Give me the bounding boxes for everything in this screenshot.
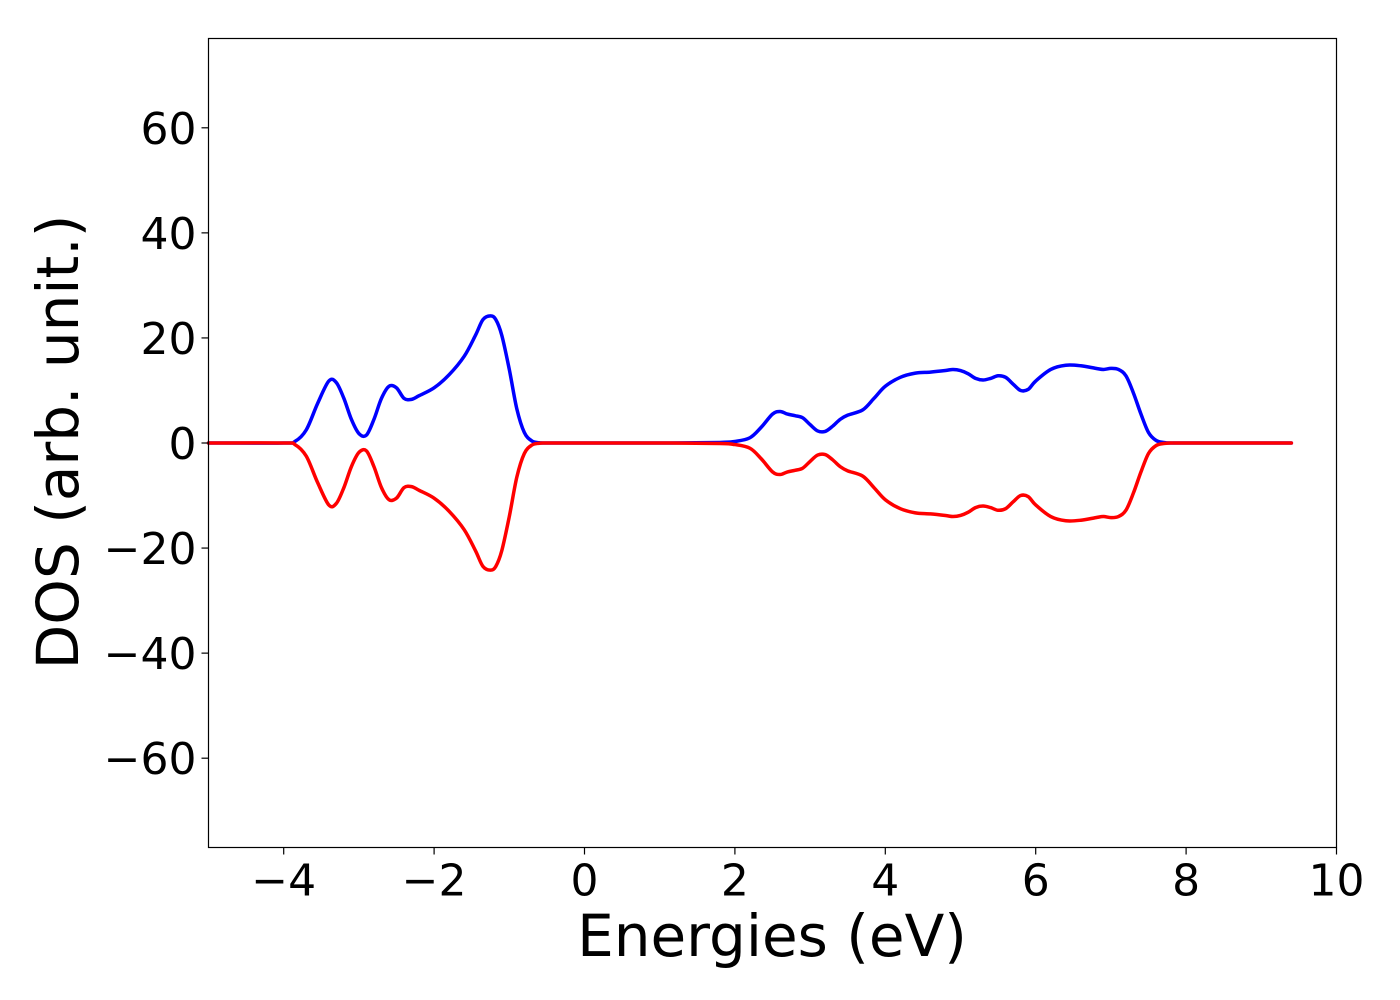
y-axis-label: DOS (arb. unit.) (24, 215, 92, 670)
y-tick-label: 60 (141, 104, 197, 155)
y-ticks: −60 −40 −20 0 20 40 60 (104, 104, 209, 785)
y-tick-label: 40 (141, 209, 197, 260)
x-tick-label: 6 (1022, 856, 1050, 907)
y-tick-label: 0 (169, 419, 197, 470)
x-tick-label: −4 (251, 856, 316, 907)
x-axis-label: Energies (eV) (577, 902, 967, 970)
x-tick-label: 4 (871, 856, 899, 907)
x-tick-label: −2 (402, 856, 467, 907)
x-tick-label: 8 (1172, 856, 1200, 907)
dos-series-line-2 (206, 441, 1294, 572)
y-tick-label: −60 (104, 734, 197, 785)
x-ticks: −4 −2 0 2 4 6 8 10 (251, 847, 1365, 907)
x-tick-label: 10 (1309, 856, 1365, 907)
dos-series-line-1 (206, 314, 1294, 445)
series-layer (206, 314, 1294, 572)
y-tick-label: −40 (104, 629, 197, 680)
x-tick-label: 2 (721, 856, 749, 907)
x-tick-label: 0 (571, 856, 599, 907)
y-tick-label: 20 (141, 314, 197, 365)
y-tick-label: −20 (104, 524, 197, 575)
